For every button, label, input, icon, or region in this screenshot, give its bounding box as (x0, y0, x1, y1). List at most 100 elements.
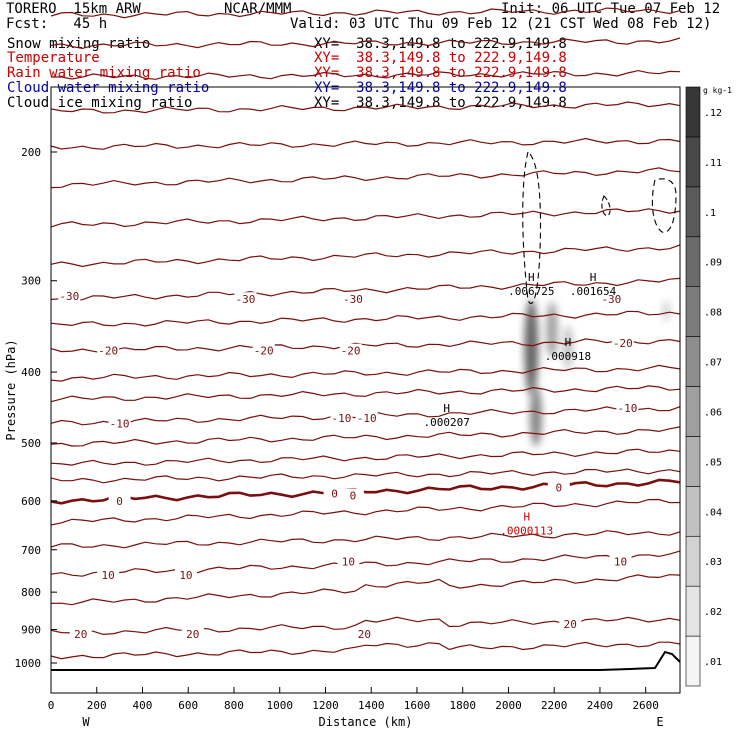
colorbar-bin-0 (685, 635, 701, 687)
y-tick-label-5: 700 (21, 544, 41, 557)
colorbar-bin-2 (685, 535, 701, 587)
mixing-ratio-blob-1 (529, 386, 542, 447)
extremum-marker-2: H (565, 336, 572, 349)
temp-label-bg-13 (323, 486, 346, 500)
extremum-value-3: .000207 (424, 416, 470, 429)
temp-label-15: 0 (555, 481, 562, 494)
temp-label-8: -10 (110, 417, 130, 430)
colorbar-label-10: .11 (704, 158, 722, 169)
colorbar-label-2: .03 (704, 557, 722, 568)
colorbar-bin-6 (685, 336, 701, 387)
isotherm-25 (50, 641, 681, 660)
field-xy-cloud-water: XY= 38.3,149.8 to 222.9,149.8 (314, 80, 567, 96)
x-tick-label-1: 200 (87, 699, 107, 712)
init-time: Init: 06 UTC Tue 07 Feb 12 (501, 1, 721, 17)
temp-label-20: 20 (74, 628, 87, 641)
temp-label-2: -30 (343, 293, 363, 306)
colorbar-bin-7 (685, 286, 701, 337)
extrema-labels: H.006725H.001654H.000918H.000207H.000011… (424, 271, 617, 538)
temp-label-bg-7 (611, 336, 634, 350)
temp-label-bg-0 (58, 289, 81, 303)
x-tick-label-0: 0 (48, 699, 55, 712)
plot-border (50, 86, 681, 694)
isotherm-4 (51, 69, 681, 80)
colorbar-bin-4 (685, 436, 701, 487)
temp-label-bg-15 (547, 480, 570, 494)
x-tick-label-5: 1000 (266, 699, 293, 712)
temp-label-9: -10 (332, 412, 352, 425)
plot-frame: 0 200 400 600 800 1000 1200 1400 1600 1800 2000 220… (4, 86, 681, 729)
extremum-value-0: .006725 (508, 285, 554, 298)
x-tick-label-2: 400 (133, 699, 153, 712)
model-title: TORERO 15km ARW (6, 1, 141, 17)
temp-label-14: 0 (350, 489, 357, 502)
colorbar-label-9: .1 (704, 208, 716, 219)
temp-label-7: -20 (613, 337, 633, 350)
y-tick-label-4: 600 (21, 495, 41, 508)
temp-label-22: 20 (358, 628, 371, 641)
mixing-ratio-shading (524, 299, 671, 447)
cloud-ice-contour-east (651, 178, 677, 233)
colorbar-bin-11 (685, 86, 701, 138)
x-tick-label-11: 2200 (541, 699, 568, 712)
temp-label-bg-21 (181, 627, 204, 641)
colorbar-unit: g kg-1 (703, 86, 732, 95)
temp-label-bg-22 (353, 627, 376, 641)
colorbar-label-1: .02 (704, 607, 722, 618)
x-axis-label: Distance (km) (319, 715, 413, 729)
isotherm-11 (50, 310, 681, 327)
isotherm-21 (50, 530, 681, 549)
extremum-value-1: .001654 (570, 285, 617, 298)
x-tick-label-8: 1600 (404, 699, 431, 712)
extremum-marker-1: H (590, 271, 597, 284)
isotherm-18 (50, 468, 681, 484)
east-label: E (656, 715, 663, 729)
valid-time: Valid: 03 UTC Thu 09 Feb 12 (21 CST Wed … (290, 16, 712, 32)
temp-label-0: -30 (59, 290, 79, 303)
temp-label-12: 0 (116, 495, 123, 508)
temp-label-17: 10 (179, 569, 192, 582)
isotherm-5 (50, 101, 681, 114)
temp-label-bg-17 (174, 568, 197, 582)
isotherm-10 (50, 277, 681, 302)
extremum-value-2: .000918 (545, 350, 591, 363)
isotherm-17 (50, 448, 681, 466)
cloud-ice-contour-small (601, 195, 611, 217)
terrain-surface (51, 650, 681, 671)
isotherm-7 (50, 167, 681, 189)
temp-label-bg-9 (330, 410, 353, 424)
isotherm-14 (50, 385, 681, 403)
x-tick-label-7: 1400 (358, 699, 385, 712)
temp-label-bg-16 (97, 568, 120, 582)
temp-label-21: 20 (186, 628, 199, 641)
temp-label-bg-18 (337, 554, 360, 568)
y-tick-label-1: 300 (21, 275, 41, 288)
colorbar-bin-10 (685, 136, 701, 188)
y-tick-label-2: 400 (21, 366, 41, 379)
colorbar-bin-1 (685, 585, 701, 637)
colorbar-label-3: .04 (704, 507, 722, 518)
temp-label-bg-10 (355, 410, 378, 424)
isotherm-23 (50, 574, 681, 606)
y-tick-label-0: 200 (21, 146, 41, 159)
temp-label-bg-2 (341, 292, 364, 306)
temp-label-23: 20 (564, 618, 577, 631)
colorbar-label-11: .12 (704, 108, 722, 119)
isotherm-19 (50, 478, 681, 505)
colorbar-label-4: .05 (704, 457, 722, 468)
cloud-ice-contour-main (522, 151, 542, 305)
temp-label-16: 10 (102, 569, 115, 582)
y-axis-label: Pressure (hPa) (4, 339, 18, 440)
west-label: W (82, 715, 90, 729)
colorbar-bin-5 (685, 386, 701, 437)
y-tick-label-7: 900 (21, 624, 41, 637)
isotherm-9 (50, 244, 681, 268)
colorbar-bin-9 (685, 186, 701, 238)
temp-label-4: -20 (98, 345, 118, 358)
isotherm-3 (50, 37, 681, 50)
temp-label-bg-20 (69, 627, 92, 641)
temp-label-6: -20 (341, 345, 361, 358)
temp-label-bg-19 (609, 554, 632, 568)
extremum-marker-4: H (523, 511, 530, 524)
temp-label-13: 0 (331, 487, 338, 500)
